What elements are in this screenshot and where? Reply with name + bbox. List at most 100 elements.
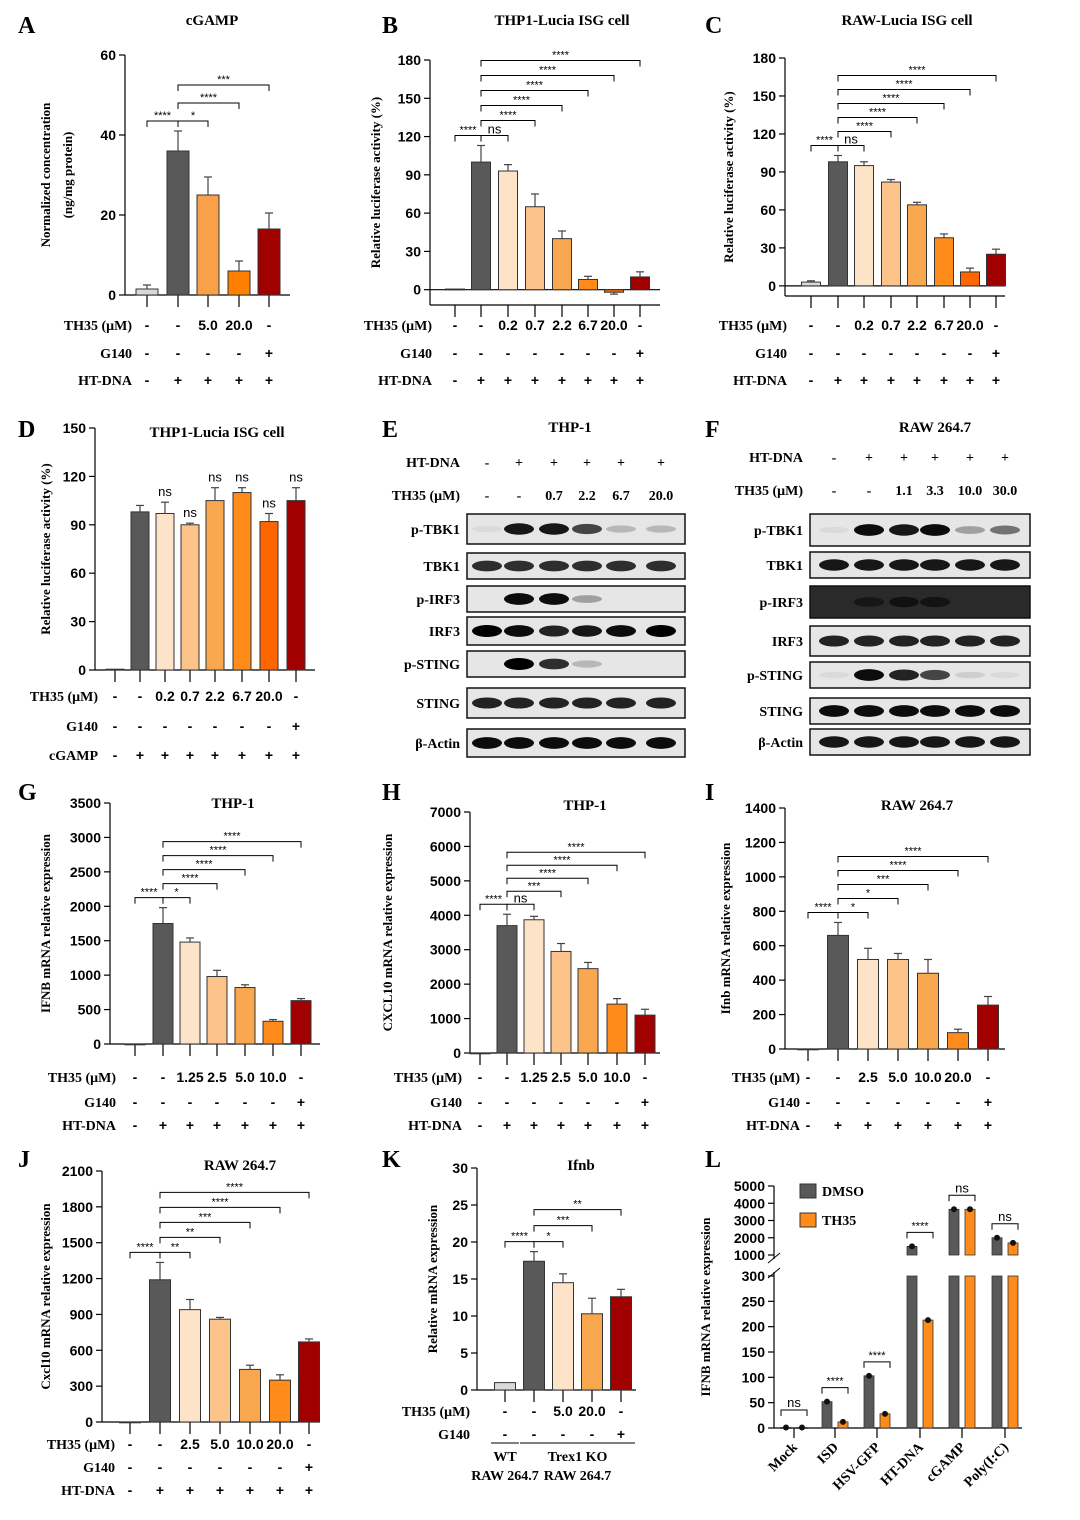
condition-value: + (265, 747, 273, 763)
significance-bracket (533, 1241, 564, 1248)
condition-value: - (896, 1094, 901, 1110)
condition-label: G140 (755, 347, 787, 362)
protein-band (854, 559, 884, 571)
condition-value: 2.5 (180, 1436, 200, 1452)
legend-label: TH35 (822, 1214, 856, 1229)
y-axis-label: Relative luciferase activity (%) (368, 97, 383, 268)
bar-lower-segment (948, 1275, 960, 1429)
y-tick-label: 250 (742, 1293, 766, 1309)
protein-band (889, 705, 919, 717)
protein-band (889, 524, 919, 536)
protein-band (854, 597, 884, 607)
protein-band (990, 736, 1020, 748)
protein-band (539, 560, 569, 572)
group-label: Trex1 KO (548, 1450, 608, 1465)
condition-label: TH35 (μM) (719, 319, 788, 334)
protein-band (504, 625, 534, 637)
protein-band (606, 697, 636, 709)
bar (634, 1014, 656, 1054)
bar (259, 521, 279, 671)
y-tick-label: 150 (753, 88, 777, 104)
condition-value: 2.2 (907, 317, 927, 333)
significance-bracket (533, 1225, 593, 1232)
condition-label: G140 (100, 347, 132, 362)
y-axis-label: IFNB mRNA relative expression (698, 1217, 713, 1397)
group-cell-label: RAW 264.7 (471, 1469, 538, 1484)
condition-value: 5.0 (198, 317, 218, 333)
y-tick-label: 60 (760, 202, 776, 218)
condition-value: + (531, 372, 539, 388)
y-tick-label: 4000 (430, 907, 461, 923)
condition-value: + (204, 372, 212, 388)
significance-bracket (177, 84, 270, 91)
protein-band (504, 658, 534, 670)
y-tick-label: 800 (753, 903, 777, 919)
condition-value: - (559, 1094, 564, 1110)
condition-value: - (836, 345, 841, 361)
axis-break-mark (767, 1252, 781, 1264)
blot-row-label: β-Actin (415, 737, 460, 752)
y-tick-label: 180 (398, 52, 422, 68)
blot-header-value: + (657, 456, 665, 471)
condition-value: - (188, 1459, 193, 1475)
condition-value: - (453, 317, 458, 333)
protein-band (606, 560, 636, 572)
significance-bracket (837, 144, 865, 152)
condition-value: 0.7 (881, 317, 901, 333)
bar-lower-segment (964, 1275, 976, 1429)
bar (907, 204, 927, 287)
condition-value: + (503, 1117, 511, 1133)
y-tick-label: 0 (413, 282, 421, 298)
significance-bracket (837, 855, 989, 863)
blot-header-value: 6.7 (612, 489, 630, 504)
y-axis-label: IFNB mRNA relative expression (38, 833, 53, 1013)
significance-bracket (159, 1236, 221, 1244)
protein-band (646, 697, 676, 709)
blot-header-value: - (517, 489, 522, 504)
bar (523, 1260, 545, 1391)
condition-value: 1.25 (520, 1069, 547, 1085)
panel-letter: E (382, 417, 398, 443)
condition-label: HT-DNA (378, 374, 433, 389)
condition-value: - (133, 1094, 138, 1110)
condition-value: + (984, 1117, 992, 1133)
blot-title: RAW 264.7 (899, 420, 972, 436)
condition-value: 0.2 (155, 688, 175, 704)
bar (290, 1000, 312, 1045)
y-tick-label: 90 (760, 164, 776, 180)
condition-value: 20.0 (600, 317, 627, 333)
condition-value: - (161, 1094, 166, 1110)
significance-bracket (480, 89, 589, 97)
significance-label: **** (140, 887, 158, 899)
panel-letter: D (18, 417, 35, 443)
significance-label: *** (217, 74, 231, 86)
condition-value: - (532, 1094, 537, 1110)
condition-value: + (864, 1117, 872, 1133)
y-tick-label: 6000 (430, 838, 461, 854)
condition-value: - (994, 317, 999, 333)
protein-band (472, 625, 502, 637)
group-label: WT (493, 1450, 517, 1465)
bar (166, 150, 190, 296)
condition-value: + (238, 747, 246, 763)
condition-value: + (613, 1117, 621, 1133)
y-tick-label: 600 (753, 938, 777, 954)
bar (239, 1368, 261, 1423)
bar (471, 161, 491, 291)
condition-value: - (968, 345, 973, 361)
condition-value: + (557, 1117, 565, 1133)
significance-bracket (837, 88, 971, 96)
condition-value: + (834, 372, 842, 388)
condition-value: 10.0 (259, 1069, 286, 1085)
condition-value: 2.2 (205, 688, 225, 704)
significance-label: * (174, 887, 179, 899)
condition-value: 5.0 (553, 1403, 573, 1419)
bar (124, 1043, 146, 1046)
protein-band (504, 593, 534, 605)
category-label: Mock (766, 1440, 801, 1475)
protein-band (955, 526, 985, 534)
blot-strip (466, 650, 686, 678)
y-tick-label: 2000 (430, 976, 461, 992)
condition-value: + (297, 1117, 305, 1133)
y-axis-label: Ifnb mRNA relative expression (718, 842, 733, 1015)
